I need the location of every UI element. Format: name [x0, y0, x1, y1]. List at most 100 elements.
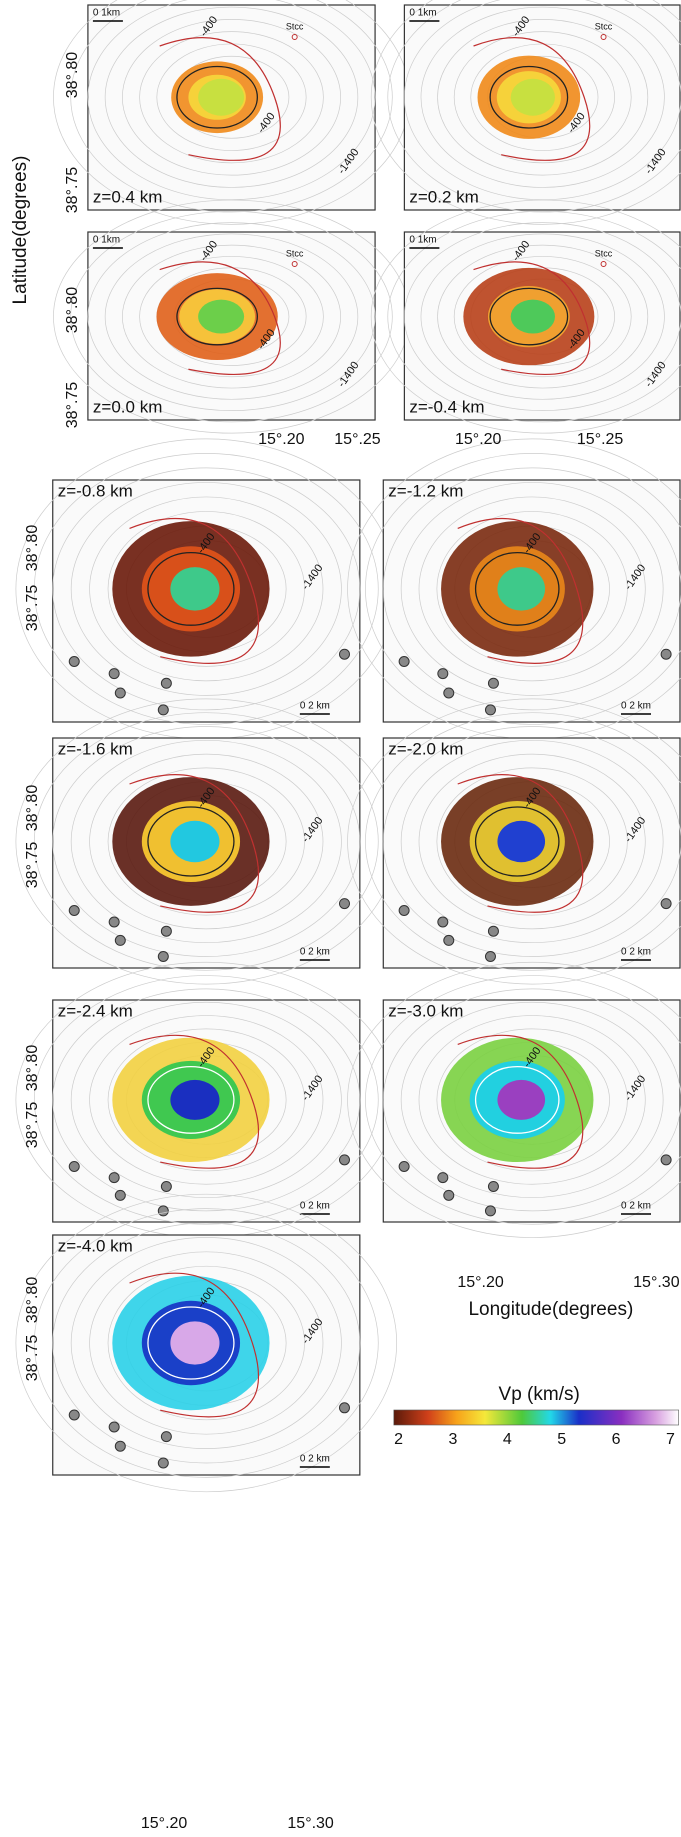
isobath-400 — [474, 1065, 560, 1134]
isobath-400 — [474, 806, 560, 877]
seismic-station — [487, 677, 499, 689]
colorbar-tick-label: 6 — [612, 1431, 621, 1448]
colorbar-tick-label: 7 — [666, 1431, 675, 1448]
bathymetry-contour — [70, 482, 342, 696]
bathymetry-contour — [33, 712, 379, 971]
lon-tick-label: 15°.20 — [258, 431, 305, 448]
seismic-station — [338, 1154, 350, 1166]
seismic-station — [160, 1431, 172, 1443]
seismic-station — [484, 951, 496, 962]
station-label: Stcc — [286, 248, 304, 258]
bathymetry-contour — [52, 726, 361, 957]
velocity-anomaly — [198, 78, 245, 116]
map-panel: z=-2.0 km0 2 km-400-1400 — [347, 698, 681, 985]
depth-label: z=-4.0 km — [58, 1236, 133, 1255]
bathymetry-contour — [70, 0, 393, 213]
bathymetry-contour — [418, 753, 646, 930]
bathymetry-contour — [347, 698, 681, 985]
bathymetry-contour — [89, 753, 324, 930]
bathymetry-contour — [89, 1251, 324, 1435]
seismic-station — [160, 1180, 172, 1192]
seismic-station — [437, 1172, 449, 1184]
depth-label: z=-2.4 km — [58, 1001, 133, 1020]
bathymetry-contour — [387, 0, 681, 213]
bathymetry-contour — [436, 1028, 628, 1172]
colorbar-title: Vp (km/s) — [499, 1384, 580, 1405]
isobath-400 — [489, 65, 569, 129]
seismic-station — [487, 1180, 499, 1192]
seismic-station — [157, 704, 169, 716]
seismic-station — [660, 1154, 672, 1166]
lat-tick-label: 38°.80 — [24, 1045, 41, 1092]
seismic-station — [114, 687, 126, 699]
bathymetry-contour — [436, 767, 628, 916]
seismic-station — [398, 1161, 410, 1172]
seismic-station — [114, 934, 126, 946]
map-panel: z=-3.0 km0 2 km-400-1400 — [347, 961, 681, 1238]
bathymetry-contour — [370, 199, 681, 434]
bathymetry-contour — [33, 1208, 379, 1478]
colorbar — [393, 1409, 679, 1426]
depth-label: z=0.4 km — [93, 187, 162, 206]
bathymetry-contour — [418, 1015, 646, 1185]
bathymetry-contour — [420, 233, 665, 400]
seismic-station — [437, 668, 449, 680]
lat-tick-label: 38°.75 — [24, 1335, 41, 1382]
seismic-station — [68, 905, 80, 916]
seismic-station — [443, 1189, 455, 1201]
bathymetry-contour — [347, 961, 681, 1238]
bathymetry-contour — [139, 256, 324, 378]
seismic-station — [443, 687, 455, 699]
bathymetry-contour — [104, 233, 359, 400]
bathymetry-contour — [400, 739, 664, 944]
velocity-anomaly — [170, 820, 220, 863]
seismic-station — [108, 916, 120, 928]
lon-tick-label: 15°.30 — [633, 1274, 680, 1291]
bathymetry-contour — [400, 1001, 664, 1198]
colorbar-tick-label: 2 — [394, 1431, 403, 1448]
lat-tick-label: 38°.75 — [24, 585, 41, 632]
bathymetry-contour — [33, 453, 379, 725]
bathymetry-contour — [437, 244, 649, 389]
coastline — [457, 1034, 584, 1169]
isobath-400 — [147, 1065, 235, 1134]
bathymetry-contour — [70, 1001, 342, 1198]
scale-label: 0 1km — [93, 8, 120, 19]
seismic-station — [437, 916, 449, 928]
isobath-400 — [147, 1306, 235, 1380]
velocity-anomaly — [198, 299, 245, 334]
velocity-anomaly — [497, 820, 546, 863]
seismic-station — [484, 1205, 496, 1217]
lat-tick-label: 38°.75 — [24, 842, 41, 889]
bathymetry-contour — [122, 18, 341, 176]
isobath-400 — [176, 65, 258, 129]
velocity-anomaly — [510, 299, 555, 334]
bathymetry-contour — [436, 511, 628, 667]
seismic-station — [108, 1421, 120, 1433]
map-panel: z=-2.4 km0 2 km-400-1400 — [15, 961, 398, 1238]
bathymetry-contour — [437, 18, 649, 176]
lon-tick-label: 15°.25 — [577, 431, 624, 448]
bathymetry-contour — [52, 988, 361, 1212]
station-label: Stcc — [595, 21, 613, 31]
map-panel: z=-4.0 km0 2 km-400-1400 — [15, 1193, 398, 1493]
bathymetry-contour — [404, 222, 681, 411]
seismic-station — [68, 1161, 80, 1172]
seismic-station — [160, 677, 172, 689]
scale-label: 0 2 km — [621, 947, 651, 958]
lon-tick-label: 15°.25 — [334, 431, 381, 448]
bathymetry-contour — [420, 6, 665, 188]
lon-tick-label: 15°.30 — [287, 1815, 334, 1832]
coastline — [457, 517, 584, 664]
bathymetry-contour — [104, 6, 359, 188]
velocity-anomaly — [497, 567, 546, 611]
coastline — [159, 261, 281, 376]
bathymetry-contour — [89, 496, 324, 682]
coastline — [457, 774, 584, 913]
bathymetry-contour — [365, 712, 681, 971]
scale-label: 0 1km — [409, 235, 436, 246]
station-marker — [291, 261, 298, 267]
